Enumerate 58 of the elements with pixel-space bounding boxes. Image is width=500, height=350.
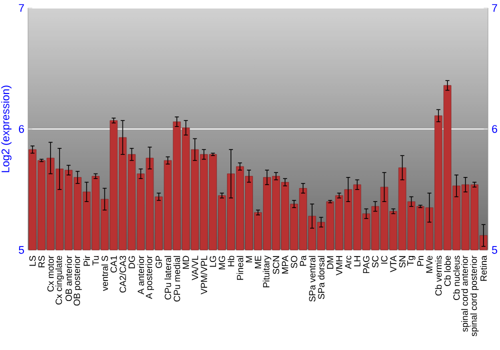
y-tick-label: 6 — [18, 125, 24, 133]
x-tick-label: LS — [29, 256, 36, 266]
x-tick-label: spinal cord posterior — [470, 256, 479, 336]
x-tick-label: MG — [218, 256, 226, 270]
x-tick-label: Tu — [92, 256, 99, 266]
x-tick-label: M — [246, 256, 252, 262]
x-tick-label: Tg — [407, 256, 416, 266]
x-tick-label: CPu medial — [174, 256, 180, 302]
x-tick-label: SC — [372, 256, 378, 268]
x-tick-label: Cb vermis — [435, 256, 442, 296]
x-tick-label: CPu lateral — [164, 256, 172, 300]
x-tick-label: VTA — [390, 255, 396, 272]
x-tick-label: SCN — [272, 256, 280, 274]
x-tick-label: Pn — [417, 256, 424, 266]
x-tick-label: ventral S — [101, 256, 108, 291]
x-tick-label: IC — [381, 256, 388, 264]
y2-tick-label: 6 — [492, 125, 498, 133]
x-tick-label: Pir — [83, 256, 90, 266]
x-tick-label: SO — [290, 256, 298, 268]
y-tick-label: 5 — [18, 246, 24, 254]
y2-tick-label: 7 — [492, 4, 498, 12]
x-tick-label: CA2/CA3 — [119, 256, 126, 293]
y2-tick-label: 5 — [492, 246, 498, 254]
y-axis-title: Log2 (expression) — [1, 86, 12, 172]
x-tick-label: LH — [354, 256, 360, 266]
x-tick-label: Cb nucleus — [453, 256, 460, 300]
y-tick-label: 7 — [18, 4, 24, 12]
x-tick-label: VMH — [336, 256, 342, 276]
x-tick-label: Hb — [228, 256, 234, 266]
x-tick-label: DG — [128, 256, 135, 268]
x-tick-label: SN — [399, 256, 406, 268]
x-tick-label: Pituitary — [262, 255, 272, 288]
x-tick-label: Retina — [480, 255, 487, 281]
x-tick-label: VA/VL — [192, 256, 198, 280]
x-tick-label: MVe — [426, 256, 433, 273]
x-tick-label: Pa — [300, 255, 306, 266]
x-tick-label: Cx cingulate — [55, 256, 64, 305]
x-tick-label: OB posterior — [73, 256, 82, 306]
x-tick-label: Pineal — [236, 256, 244, 280]
x-tick-label: GP — [156, 256, 162, 268]
x-tick-label: A posterior — [146, 256, 154, 299]
x-tick-label: RS — [38, 256, 45, 268]
x-tick-label: Cb lobe — [444, 256, 451, 286]
x-tick-label: VPM/VPL — [200, 256, 208, 294]
x-tick-label: A anterior — [137, 256, 144, 294]
x-tick-label: CA1 — [110, 256, 117, 273]
x-tick-label: Arc — [345, 256, 352, 269]
x-tick-label: SPa dorsal — [318, 256, 324, 300]
x-tick-label: OB anterior — [65, 256, 72, 302]
x-tick-label: DM — [327, 256, 334, 269]
x-tick-label: SPa ventral — [308, 256, 316, 302]
x-tick-label: PAG — [363, 256, 370, 274]
x-tick-label: LG — [210, 256, 216, 267]
x-tick-label: Cx motor — [47, 256, 54, 292]
x-tick-label: MD — [182, 256, 189, 269]
x-tick-label: ME — [254, 256, 262, 268]
x-tick-label: MPA — [282, 255, 288, 274]
x-tick-label: spinal cord anterior — [461, 256, 470, 332]
